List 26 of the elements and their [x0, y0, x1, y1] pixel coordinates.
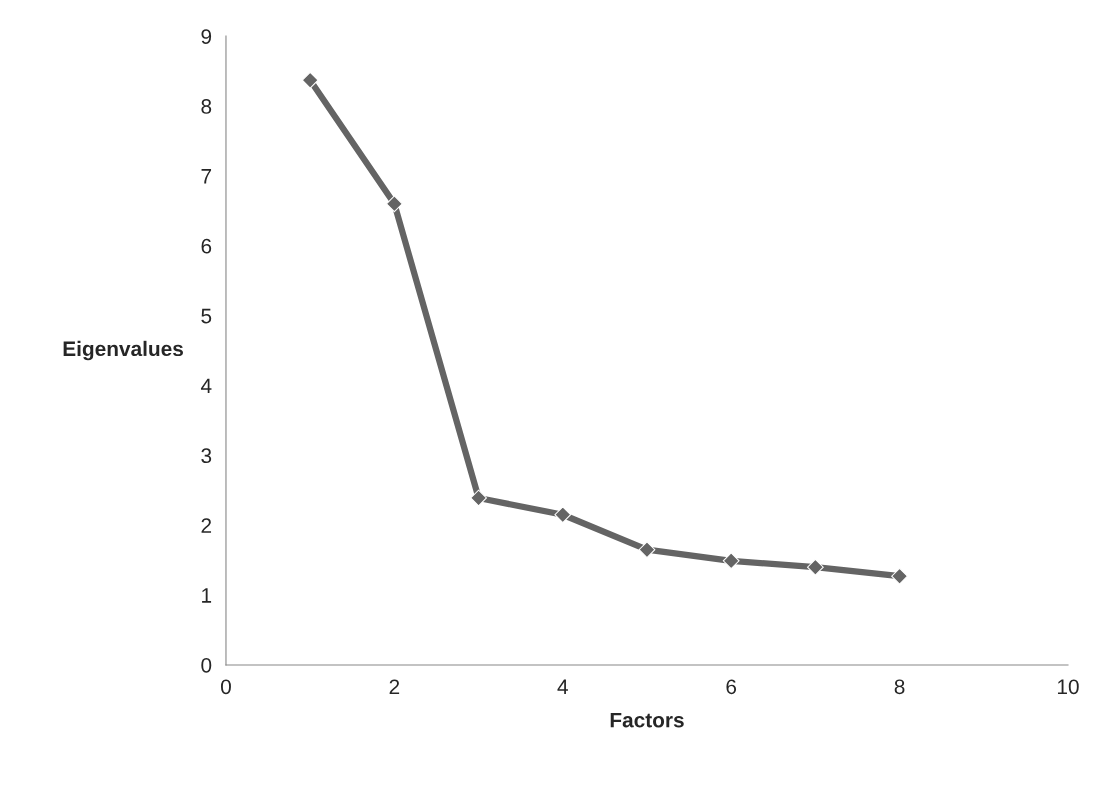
x-tick-label: 8	[894, 679, 905, 695]
x-tick-label: 0	[220, 679, 231, 695]
y-tick-label: 2	[201, 518, 212, 533]
x-tick-label: 4	[557, 679, 568, 694]
point	[807, 558, 824, 576]
x-tick-label: 2	[389, 679, 400, 694]
point	[554, 506, 572, 524]
y-tick-label: 8	[201, 99, 212, 114]
point	[638, 541, 656, 559]
x-axis-title: Factors	[610, 712, 684, 728]
point	[891, 567, 908, 585]
y-tick-label: 7	[201, 169, 212, 184]
y-tick-label: 6	[201, 238, 212, 254]
y-tick-label: 1	[202, 588, 212, 603]
x-tick-label: 10	[1057, 679, 1079, 695]
y-tick-label: 4	[200, 378, 212, 394]
point	[470, 489, 487, 507]
y-axis-title: Eigenvalues	[63, 340, 183, 361]
point	[301, 71, 319, 89]
y-tick-label: 9	[201, 29, 212, 44]
y-tick-label: 5	[201, 308, 212, 324]
point	[722, 552, 740, 570]
y-tick-label: 0	[201, 657, 212, 673]
x-tick-label: 6	[726, 679, 737, 695]
y-tick-label: 3	[201, 448, 212, 464]
point	[386, 195, 403, 213]
